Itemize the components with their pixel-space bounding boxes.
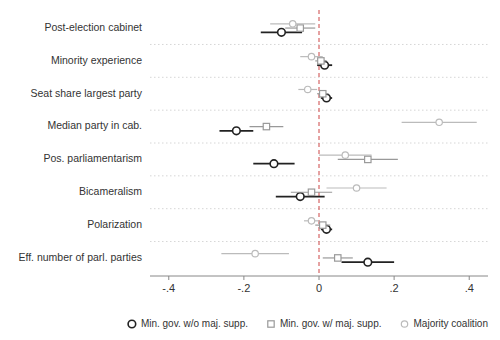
category-label: Minority experience [51,54,142,66]
point [364,258,372,266]
x-tick-label: -.4 [162,282,175,294]
legend-marker [128,320,136,328]
x-axis: -.4 -.2 0 .2 .4 [150,276,488,294]
point [278,29,286,37]
legend-label: Min. gov. w/ maj. supp. [280,318,382,329]
legend-item: Majority coalition [401,318,488,329]
x-tick [168,276,169,280]
point [308,53,314,59]
series [219,29,394,266]
category-label: Median party in cab. [47,119,142,131]
series [221,21,476,257]
x-tick-label: .4 [465,282,474,294]
legend: Min. gov. w/o maj. supp. Min. gov. w/ maj… [128,318,488,329]
point [297,25,303,31]
chart: -.4 -.2 0 .2 .4 Post-election cabinet Minority… [0,0,500,340]
page: {"chart_data": { "type": "dot", "orienta… [0,0,500,340]
x-tick-label: -.2 [237,282,250,294]
legend-item: Min. gov. w/o maj. supp. [128,318,248,329]
legend-item: Min. gov. w/ maj. supp. [268,318,382,329]
separator [150,44,488,45]
point [305,86,311,92]
category-label: Bicameralism [79,185,142,197]
point [342,152,348,158]
point [308,218,314,224]
point [353,185,359,191]
x-tick [394,276,395,280]
point [436,119,442,125]
plot-area [219,10,476,276]
x-tick [319,276,320,280]
y-axis: Post-election cabinet Minority experience… [18,21,142,263]
point [318,58,324,64]
point [233,127,241,135]
point [308,189,314,195]
point [296,193,304,201]
x-tick-label: 0 [316,282,322,294]
x-tick-label: .2 [390,282,399,294]
separator [150,175,488,176]
legend-marker [268,321,274,327]
point [252,250,258,256]
category-label: Polarization [87,218,142,230]
legend-label: Min. gov. w/o maj. supp. [141,318,248,329]
point [320,91,326,97]
category-label: Post-election cabinet [45,21,143,33]
legend-marker [401,321,407,327]
point [270,160,278,168]
x-tick [243,276,244,280]
point [365,156,371,162]
reference-line [319,10,320,276]
point [263,123,269,129]
series [250,25,398,261]
legend-label: Majority coalition [414,318,488,329]
point [335,255,341,261]
x-tick [469,276,470,280]
category-label: Seat share largest party [31,87,143,99]
category-label: Pos. parliamentarism [43,152,142,164]
point [290,21,296,27]
category-label: Eff. number of parl. parties [18,251,142,263]
point [320,222,326,228]
